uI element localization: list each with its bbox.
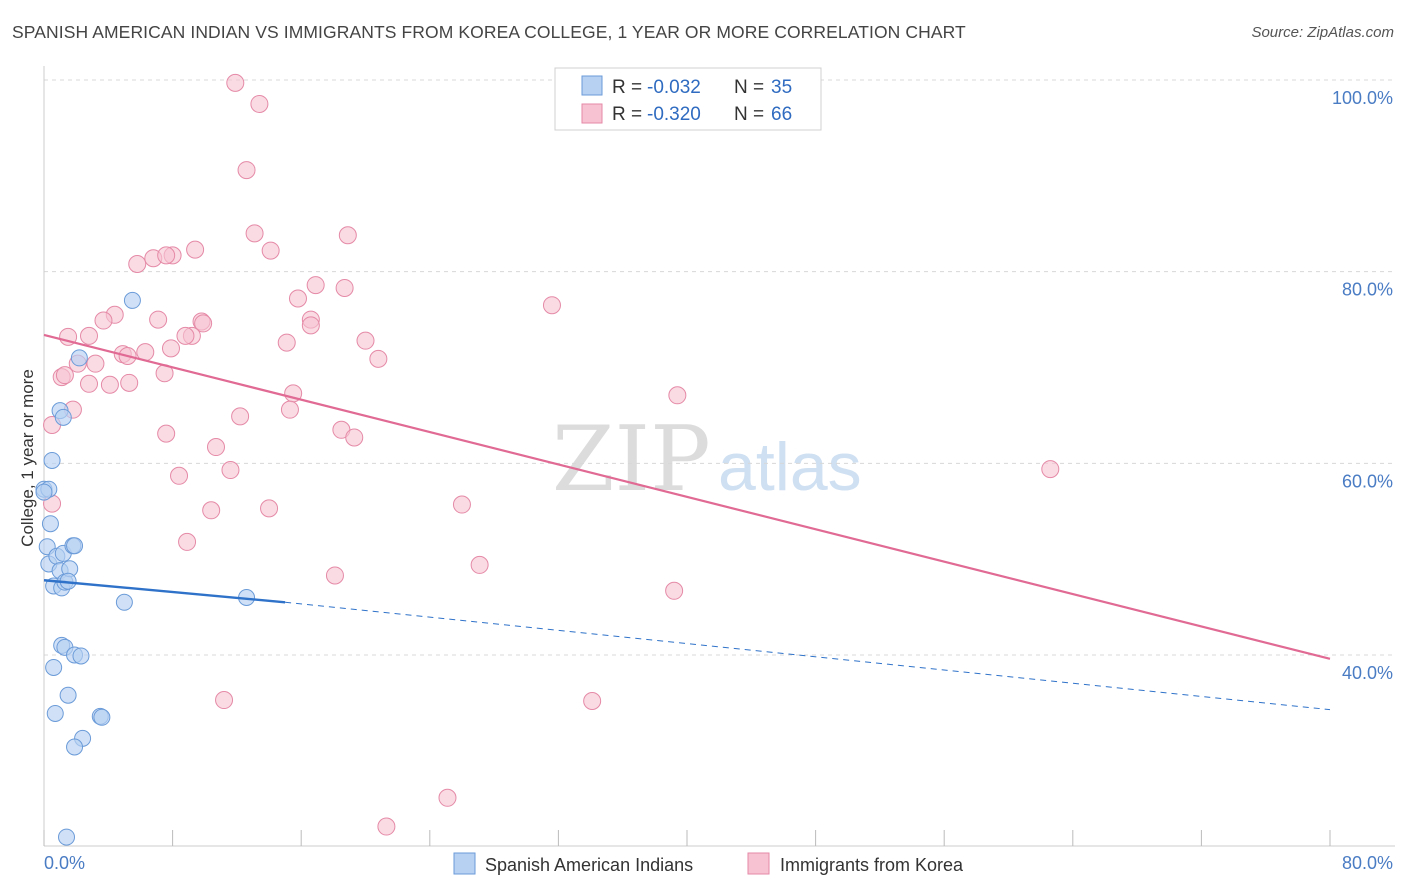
legend-swatch-pink	[581, 103, 603, 124]
point-spanish-american-indian	[43, 451, 61, 469]
point-korea	[356, 331, 375, 350]
point-korea	[161, 339, 180, 358]
point-korea	[261, 241, 280, 260]
x-tick-label: 80.0%	[1342, 853, 1393, 873]
point-korea	[452, 495, 471, 514]
bottom-legend-swatch-pink	[747, 852, 770, 875]
legend-r-value-pink: -0.320	[647, 104, 701, 125]
point-korea	[55, 366, 74, 385]
point-spanish-american-indian	[58, 828, 76, 846]
point-korea	[94, 311, 113, 330]
point-korea	[157, 246, 176, 265]
y-tick-label: 40.0%	[1342, 663, 1393, 683]
legend-n-label-pink: N =	[734, 104, 764, 125]
ticks: 40.0% 60.0% 80.0% 100.0% 0.0% 80.0%	[44, 88, 1393, 873]
point-spanish-american-indian	[72, 647, 90, 665]
point-korea	[583, 692, 602, 710]
watermark-atlas: atlas	[718, 429, 862, 505]
point-spanish-american-indian	[59, 686, 77, 704]
point-korea	[250, 94, 269, 113]
point-korea	[438, 788, 457, 807]
point-korea	[665, 581, 684, 600]
series-spanish-american-indians-points	[35, 291, 256, 846]
axes	[43, 66, 1395, 847]
point-spanish-american-indian	[45, 658, 63, 676]
point-korea	[325, 566, 344, 585]
point-korea	[231, 407, 250, 426]
point-korea	[157, 424, 176, 443]
point-korea	[280, 400, 299, 419]
chart-title: SPANISH AMERICAN INDIAN VS IMMIGRANTS FR…	[12, 22, 966, 42]
point-korea	[202, 501, 221, 520]
bottom-legend-swatch-blue	[453, 852, 476, 875]
y-tick-label: 60.0%	[1342, 471, 1393, 491]
point-korea	[86, 354, 105, 373]
point-korea	[245, 224, 264, 243]
point-spanish-american-indian	[93, 708, 111, 726]
point-korea	[176, 326, 195, 345]
bottom-legend-label-blue: Spanish American Indians	[485, 855, 693, 875]
point-korea	[288, 289, 307, 308]
trend-lines	[43, 333, 1331, 711]
point-korea	[215, 691, 234, 710]
legend-r-value-blue: -0.032	[647, 77, 701, 98]
point-spanish-american-indian	[41, 515, 59, 533]
point-korea	[542, 296, 561, 315]
point-korea	[377, 817, 396, 836]
point-spanish-american-indian	[54, 408, 72, 426]
y-tick-label: 80.0%	[1342, 280, 1393, 300]
point-korea	[277, 333, 296, 352]
y-axis-label: College, 1 year or more	[18, 369, 37, 547]
point-korea	[149, 310, 168, 329]
bottom-legend-label-pink: Immigrants from Korea	[780, 855, 964, 875]
point-korea	[80, 326, 99, 345]
point-spanish-american-indian	[123, 291, 141, 309]
trend-line-korea	[43, 333, 1331, 660]
legend-swatch-blue	[581, 75, 603, 96]
point-korea	[345, 428, 364, 447]
point-korea	[207, 438, 226, 457]
point-korea	[170, 466, 189, 485]
watermark-zip: ZIP	[552, 407, 711, 512]
series-legend: Spanish American Indians Immigrants from…	[453, 852, 964, 875]
point-korea	[237, 161, 256, 180]
x-tick-label: 0.0%	[44, 853, 85, 873]
point-korea	[668, 386, 687, 405]
point-spanish-american-indian	[115, 593, 133, 611]
stats-legend: R = -0.032 N = 35 R = -0.320 N = 66	[554, 67, 822, 131]
point-korea	[128, 255, 147, 273]
point-korea	[1041, 460, 1060, 479]
point-spanish-american-indian	[66, 738, 84, 756]
point-korea	[186, 240, 205, 259]
point-korea	[221, 461, 240, 480]
point-korea	[470, 555, 489, 574]
point-spanish-american-indian	[46, 704, 64, 722]
point-spanish-american-indian	[66, 537, 84, 555]
legend-n-label-blue: N =	[734, 77, 764, 98]
trend-line-spanish-american-indians	[43, 579, 286, 604]
point-spanish-american-indian	[35, 483, 53, 501]
point-korea	[100, 375, 119, 394]
point-korea	[226, 73, 245, 92]
point-korea	[120, 373, 139, 392]
point-korea	[194, 314, 213, 333]
point-korea	[260, 499, 279, 518]
point-korea	[335, 278, 354, 297]
point-korea	[338, 226, 357, 245]
point-korea	[80, 374, 99, 393]
legend-r-label-blue: R =	[612, 77, 642, 98]
source-label: Source: ZipAtlas.com	[1251, 24, 1394, 41]
point-korea	[178, 532, 197, 551]
watermark: ZIP atlas	[552, 407, 862, 512]
point-spanish-american-indian	[70, 349, 88, 367]
legend-n-value-pink: 66	[771, 104, 792, 125]
legend-r-label-pink: R =	[612, 104, 642, 125]
y-tick-label: 100.0%	[1332, 88, 1393, 108]
point-korea	[301, 316, 320, 335]
point-korea	[369, 349, 388, 368]
legend-n-value-blue: 35	[771, 77, 792, 98]
point-korea	[306, 276, 325, 295]
